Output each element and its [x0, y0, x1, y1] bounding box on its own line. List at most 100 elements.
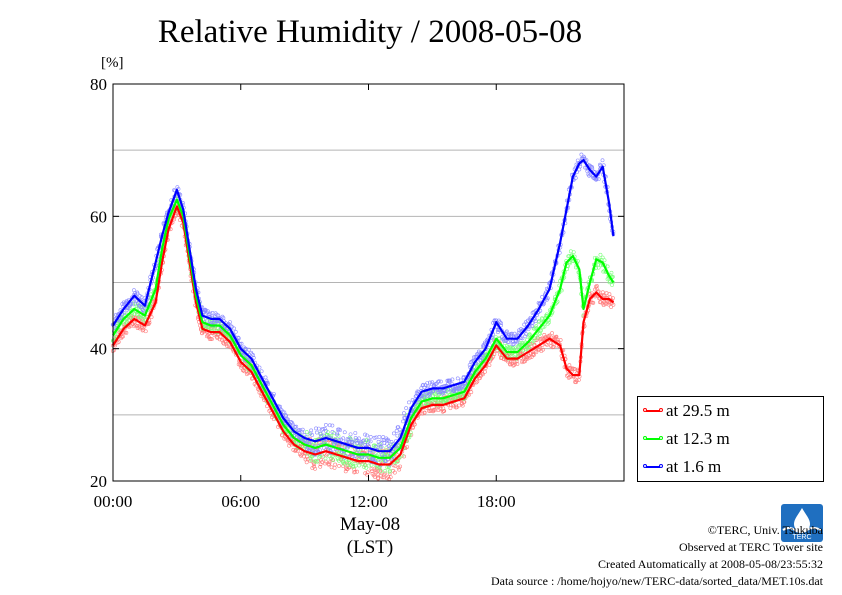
y-tick-label: 60 [90, 207, 107, 226]
scatter-point [208, 311, 213, 316]
scatter-point [591, 301, 596, 305]
scatter-point [457, 387, 462, 392]
scatter-point [368, 434, 373, 439]
scatter-point [611, 296, 615, 301]
scatter-point [574, 378, 579, 383]
scatter-point [315, 430, 319, 435]
scatter-point [483, 369, 487, 374]
scatter-point [286, 417, 290, 422]
scatter-point [594, 284, 598, 289]
scatter-point [469, 390, 474, 395]
scatter-point [318, 454, 323, 459]
scatter-point [353, 438, 358, 442]
scatter-point [505, 329, 509, 334]
scatter-point [266, 382, 271, 386]
scatter-point [267, 408, 272, 413]
scatter-point [436, 379, 441, 384]
scatter-point [395, 433, 400, 438]
scatter-point [450, 377, 455, 382]
scatter-point [460, 385, 465, 389]
legend-item-29-5m: at 29.5 m [643, 401, 730, 421]
scatter-point [366, 438, 371, 443]
scatter-point [143, 329, 148, 334]
scatter-point [343, 469, 348, 474]
scatter-point [404, 406, 409, 411]
scatter-point [293, 448, 298, 453]
scatter-point [307, 432, 312, 437]
scatter-point [602, 300, 607, 305]
scatter-point [383, 471, 387, 476]
scatter-point [444, 389, 449, 393]
scatter-point [460, 403, 465, 408]
scatter-point [542, 324, 547, 329]
scatter-point [304, 460, 309, 465]
scatter-point [320, 426, 325, 431]
scatter-point [369, 463, 374, 467]
scatter-point [369, 467, 374, 472]
scatter-point [420, 411, 425, 416]
scatter-point [259, 369, 264, 374]
x-tick-label: 06:00 [221, 492, 260, 511]
scatter-point [567, 261, 572, 266]
scatter-point [518, 336, 523, 341]
series-scatter-bands [110, 152, 616, 481]
scatter-point [128, 324, 133, 328]
scatter-point [594, 286, 599, 291]
scatter-point [360, 439, 365, 444]
scatter-point [499, 321, 504, 326]
scatter-point [304, 430, 309, 434]
scatter-point [511, 342, 516, 347]
scatter-point [567, 254, 572, 258]
scatter-point [312, 464, 316, 469]
scatter-point [209, 337, 214, 342]
scatter-point [335, 431, 340, 436]
scatter-point [309, 428, 314, 433]
scatter-point [225, 344, 229, 348]
scatter-point [535, 335, 540, 340]
scatter-point [205, 309, 210, 314]
scatter-point [271, 392, 276, 396]
scatter-point [539, 328, 543, 333]
scatter-point [527, 332, 532, 337]
scatter-point [323, 461, 327, 466]
scatter-point [323, 423, 328, 427]
scatter-point [323, 429, 328, 433]
scatter-point [350, 441, 355, 446]
scatter-point [427, 408, 431, 413]
scatter-point [567, 363, 572, 368]
scatter-point [501, 357, 506, 361]
scatter-point [139, 295, 144, 300]
scatter-point [314, 426, 318, 431]
scatter-point [350, 461, 355, 466]
scatter-point [378, 469, 383, 474]
scatter-point [376, 452, 381, 457]
scatter-point [508, 362, 512, 367]
scatter-point [476, 349, 481, 354]
scatter-point [332, 465, 337, 470]
scatter-point [263, 375, 268, 380]
scatter-point [327, 423, 332, 428]
scatter-point [395, 459, 400, 464]
scatter-point [138, 304, 142, 308]
scatter-point [127, 304, 132, 309]
scatter-point [528, 355, 532, 360]
footer-observed: Observed at TERC Tower site [678, 540, 823, 554]
scatter-point [517, 343, 522, 348]
scatter-point [599, 263, 603, 268]
scatter-point [413, 394, 418, 399]
scatter-point [470, 359, 475, 364]
scatter-point [341, 436, 346, 441]
scatter-point [605, 264, 610, 269]
scatter-point [326, 462, 331, 467]
scatter-point [394, 429, 399, 433]
scatter-point [122, 312, 127, 317]
scatter-point [573, 176, 578, 180]
scatter-point [313, 466, 317, 471]
scatter-point [480, 372, 485, 377]
scatter-point [346, 460, 351, 465]
scatter-point [376, 475, 381, 480]
scatter-point [596, 289, 601, 294]
scatter-point [545, 342, 550, 347]
scatter-point [383, 469, 388, 473]
scatter-point [550, 331, 554, 336]
